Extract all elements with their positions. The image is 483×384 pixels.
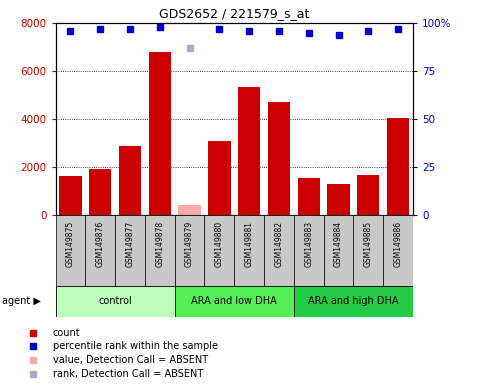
Title: GDS2652 / 221579_s_at: GDS2652 / 221579_s_at xyxy=(159,7,310,20)
Bar xyxy=(115,215,145,286)
Text: GSM149885: GSM149885 xyxy=(364,221,373,267)
Bar xyxy=(294,286,413,317)
Text: GSM149875: GSM149875 xyxy=(66,221,75,267)
Bar xyxy=(238,87,260,215)
Text: GSM149882: GSM149882 xyxy=(274,221,284,267)
Bar xyxy=(85,215,115,286)
Text: GSM149884: GSM149884 xyxy=(334,221,343,267)
Text: rank, Detection Call = ABSENT: rank, Detection Call = ABSENT xyxy=(53,369,203,379)
Bar xyxy=(59,176,82,215)
Bar xyxy=(208,141,230,215)
Bar xyxy=(268,102,290,215)
Bar xyxy=(234,215,264,286)
Bar xyxy=(387,118,409,215)
Bar xyxy=(298,178,320,215)
Bar xyxy=(175,286,294,317)
Text: GSM149878: GSM149878 xyxy=(156,221,164,267)
Bar xyxy=(56,215,85,286)
Bar xyxy=(178,205,201,215)
Text: percentile rank within the sample: percentile rank within the sample xyxy=(53,341,218,351)
Bar xyxy=(327,184,350,215)
Bar xyxy=(357,175,380,215)
Bar xyxy=(354,215,383,286)
Text: GSM149886: GSM149886 xyxy=(394,221,402,267)
Bar xyxy=(294,215,324,286)
Text: GSM149881: GSM149881 xyxy=(245,221,254,267)
Text: count: count xyxy=(53,328,80,338)
Text: GSM149877: GSM149877 xyxy=(126,221,134,267)
Bar xyxy=(149,52,171,215)
Text: GSM149879: GSM149879 xyxy=(185,221,194,267)
Bar xyxy=(324,215,354,286)
Bar xyxy=(56,286,175,317)
Text: GSM149876: GSM149876 xyxy=(96,221,105,267)
Bar xyxy=(119,146,141,215)
Text: ARA and low DHA: ARA and low DHA xyxy=(191,296,277,306)
Bar xyxy=(89,169,112,215)
Text: ARA and high DHA: ARA and high DHA xyxy=(308,296,398,306)
Text: GSM149883: GSM149883 xyxy=(304,221,313,267)
Bar xyxy=(264,215,294,286)
Text: control: control xyxy=(98,296,132,306)
Bar xyxy=(204,215,234,286)
Bar xyxy=(383,215,413,286)
Text: GSM149880: GSM149880 xyxy=(215,221,224,267)
Text: value, Detection Call = ABSENT: value, Detection Call = ABSENT xyxy=(53,355,208,365)
Bar xyxy=(175,215,204,286)
Text: agent ▶: agent ▶ xyxy=(2,296,41,306)
Bar xyxy=(145,215,175,286)
